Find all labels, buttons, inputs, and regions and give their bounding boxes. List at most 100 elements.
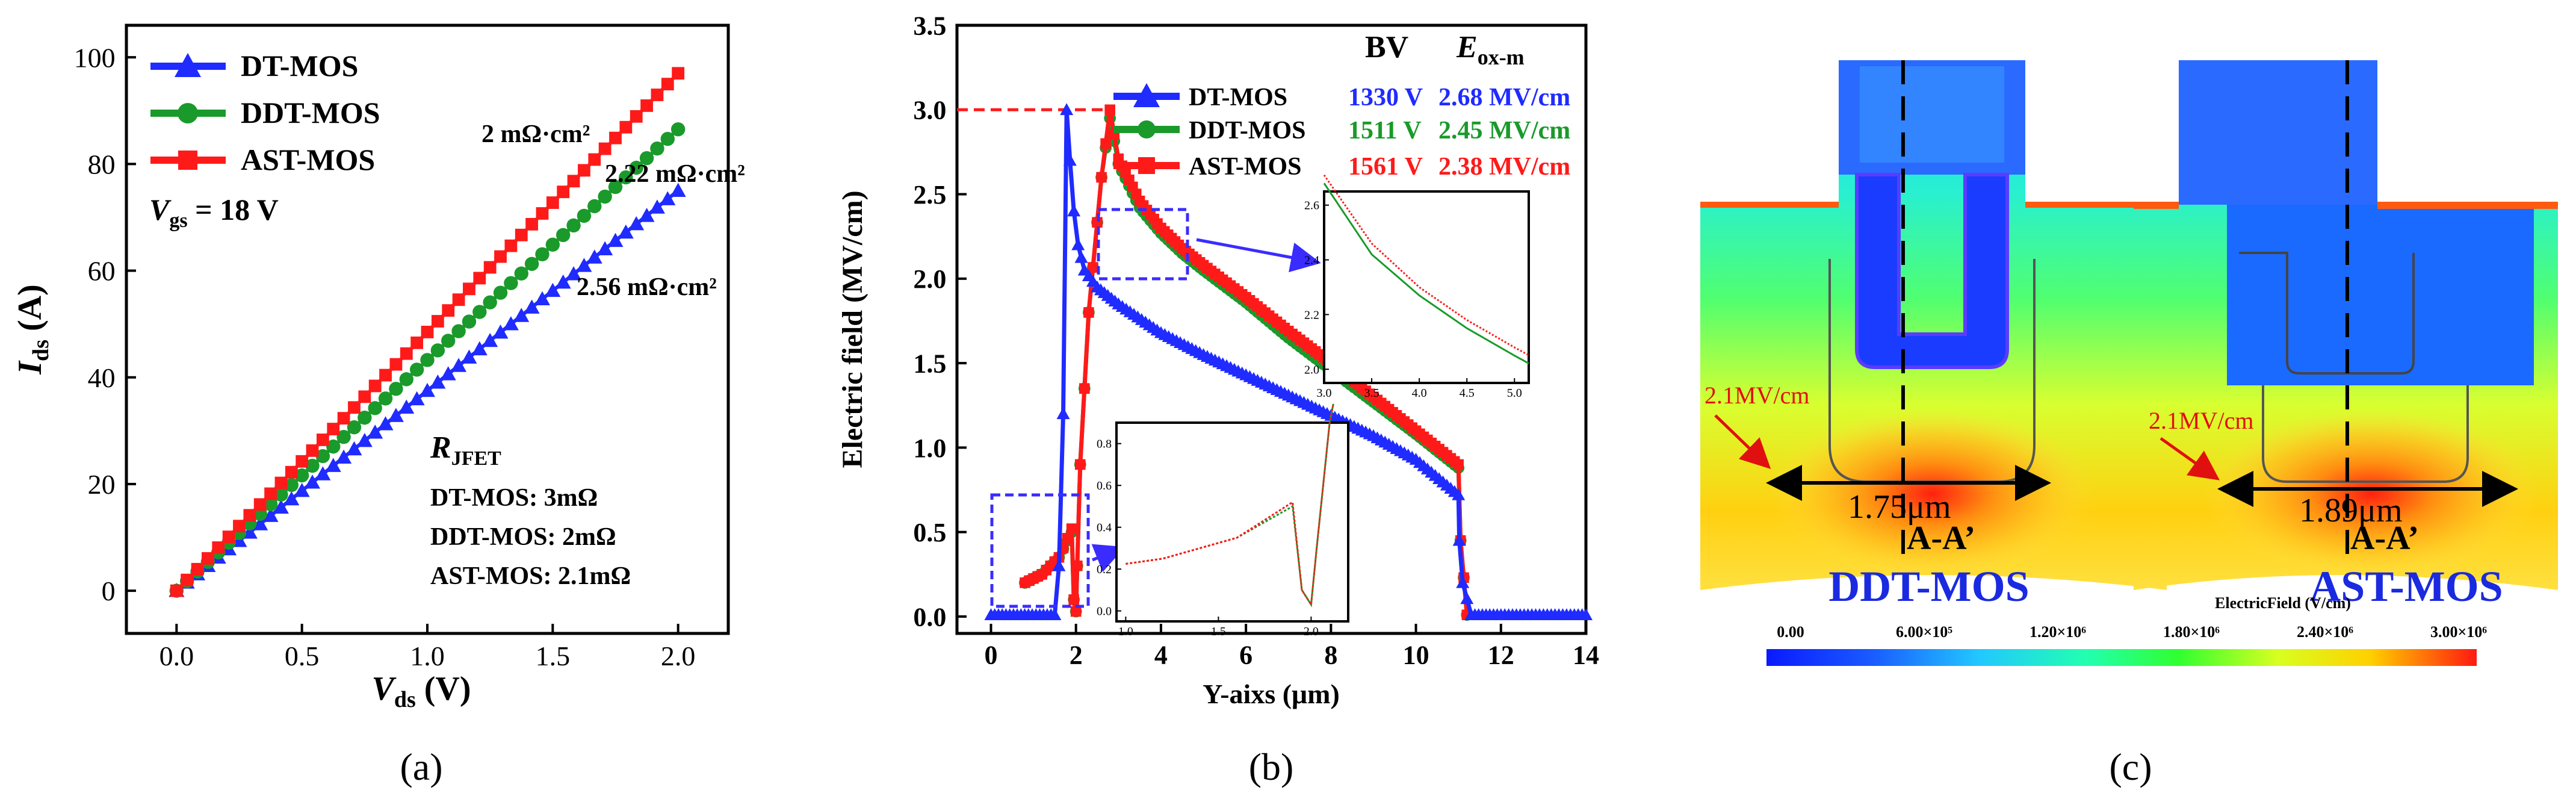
data-point-ast-mos: [630, 110, 643, 123]
data-point-dt-mos: [576, 258, 592, 272]
inset-top-ytick-label: 2.2: [1304, 308, 1319, 322]
inset-bottom-ytick-label: 0.0: [1097, 605, 1112, 618]
data-point-ast-mos: [463, 282, 475, 296]
a-xtick-label: 1.0: [410, 641, 445, 671]
data-point-ast-mos: [609, 131, 622, 145]
data-point-ast-mos: [233, 520, 246, 533]
a-xtick-label: 1.5: [536, 641, 571, 671]
rjfet-title: RJFET: [430, 431, 501, 470]
b-xtick-label: 8: [1324, 641, 1337, 670]
data-point-ast-mos: [327, 423, 340, 435]
data-point-dt-mos: [503, 316, 519, 331]
data-point-dt-mos: [628, 216, 645, 231]
inset-top-xtick-label: 3.5: [1364, 387, 1379, 400]
data-point-ast-mos: [672, 67, 685, 80]
data-point-dt-mos: [336, 449, 352, 464]
eox-value-ddt: 2.45 MV/cm: [1438, 117, 1570, 145]
panel-a-legend: DT-MOS DDT-MOS AST-MOS: [150, 49, 380, 176]
square-marker-icon: [178, 151, 197, 170]
data-point-ast-mos: [368, 379, 382, 393]
field-label-left: 2.1MV/cm: [1704, 382, 1809, 409]
ast-mos-field-map: 1.89μm A-A’ 2.1MV/cm AST-MOS: [2134, 60, 2558, 611]
data-point-ast-mos: [619, 120, 633, 134]
data-point-dt-mos: [1052, 559, 1066, 571]
data-point-ast-mos: [567, 175, 580, 188]
data-point-ast-mos: [640, 99, 653, 112]
data-point-ast-mos: [181, 573, 194, 586]
data-point-dt-mos: [1056, 407, 1070, 420]
data-point-dt-mos: [440, 366, 456, 381]
panel-b-frame: [955, 23, 1588, 635]
inset-top-xtick-label: 4.0: [1412, 387, 1427, 400]
colorbar-title: ElectricField (V/cm): [2215, 594, 2351, 612]
data-point-ast-mos: [598, 142, 611, 155]
inset-top-xtick-label: 4.5: [1460, 387, 1475, 400]
data-point-ast-mos: [557, 185, 570, 199]
a-ytick-label: 100: [74, 42, 116, 73]
inset-bottom-line-ast-mos: [1125, 403, 1334, 608]
data-point-ast-mos: [191, 562, 204, 576]
data-point-ddt-mos: [409, 362, 424, 377]
legend-b-ast: AST-MOS 1561 V 2.38 MV/cm: [1113, 153, 1570, 181]
vgs-annotation: Vgs = 18 V: [149, 193, 279, 232]
data-point-dt-mos: [356, 432, 373, 447]
data-point-ddt-mos: [639, 151, 654, 166]
b-ytick-label: 3.0: [913, 96, 946, 125]
panel-b-xlabel: Y-aixs (μm): [1203, 679, 1340, 709]
data-point-dt-mos: [566, 266, 582, 281]
data-point-ddt-mos: [650, 141, 664, 156]
data-point-ddt-mos: [305, 458, 320, 473]
cut-label-right: A-A’: [2350, 520, 2419, 557]
zoom-box-bottom: [990, 493, 1090, 608]
b-ytick-label: 2.5: [913, 180, 946, 210]
data-point-dt-mos: [420, 382, 435, 397]
b-ytick-label: 0.0: [913, 602, 946, 632]
data-point-ast-mos: [400, 347, 413, 360]
data-point-ast-mos: [515, 228, 528, 241]
data-point-ddt-mos: [504, 276, 518, 290]
b-xtick-label: 0: [984, 641, 997, 670]
data-point-dt-mos: [482, 332, 498, 347]
data-point-ast-mos: [358, 390, 371, 403]
data-point-ast-mos: [296, 455, 309, 468]
data-point-ddt-mos: [566, 218, 581, 233]
triangle-marker-icon: [1133, 83, 1160, 107]
data-point-ast-mos: [473, 272, 486, 285]
data-point-dt-mos: [555, 274, 571, 289]
data-point-dt-mos: [409, 391, 425, 406]
inset-top-ytick-label: 2.6: [1304, 199, 1319, 213]
legend-label-ddt: DDT-MOS: [241, 96, 380, 129]
data-point-ddt-mos: [670, 122, 686, 137]
inset-bottom-xtick-label: 1.5: [1211, 625, 1226, 638]
a-ytick-label: 0: [102, 576, 116, 606]
colorbar-tick-label: 6.00×10⁵: [1896, 623, 1952, 641]
data-point-dt-mos: [388, 408, 404, 422]
data-point-ast-mos: [202, 552, 214, 565]
panel-c-label: (c): [2109, 745, 2152, 788]
b-ytick-label: 1.5: [913, 349, 946, 379]
field-arrow-left: [1714, 414, 1771, 469]
a-ytick-label: 60: [88, 256, 116, 287]
data-point-ast-mos: [452, 293, 465, 306]
data-point-ast-mos: [379, 368, 392, 382]
data-point-dt-mos: [398, 399, 415, 414]
panel-a-label: (a): [400, 745, 442, 788]
data-point-ast-mos: [212, 541, 225, 554]
data-point-ddt-mos: [545, 237, 560, 252]
data-point-ast-mos: [410, 336, 424, 349]
inset-bottom: 1.0 1.5 2.0 0.0 0.2 0.4 0.6 0.8: [1097, 403, 1349, 638]
data-point-ddt-mos: [420, 353, 435, 367]
data-point-ddt-mos: [535, 247, 550, 262]
colorbar-tick-label: 1.80×10⁶: [2163, 623, 2220, 641]
data-point-ast-mos: [442, 304, 455, 317]
data-point-ast-mos: [264, 487, 277, 500]
data-point-ddt-mos: [493, 285, 508, 300]
inset-bottom-ytick-label: 0.2: [1097, 563, 1112, 576]
data-point-ast-mos: [1074, 459, 1086, 470]
data-point-dt-mos: [492, 324, 509, 339]
data-point-ast-mos: [1072, 560, 1083, 571]
data-point-ast-mos: [588, 153, 601, 166]
ddt-mos-field-map: 1.75μm A-A’ 2.1MV/cm DDT-MOS: [1700, 60, 2167, 611]
data-point-dt-mos: [586, 249, 602, 264]
inset-top-xtick-label: 3.0: [1317, 387, 1332, 400]
